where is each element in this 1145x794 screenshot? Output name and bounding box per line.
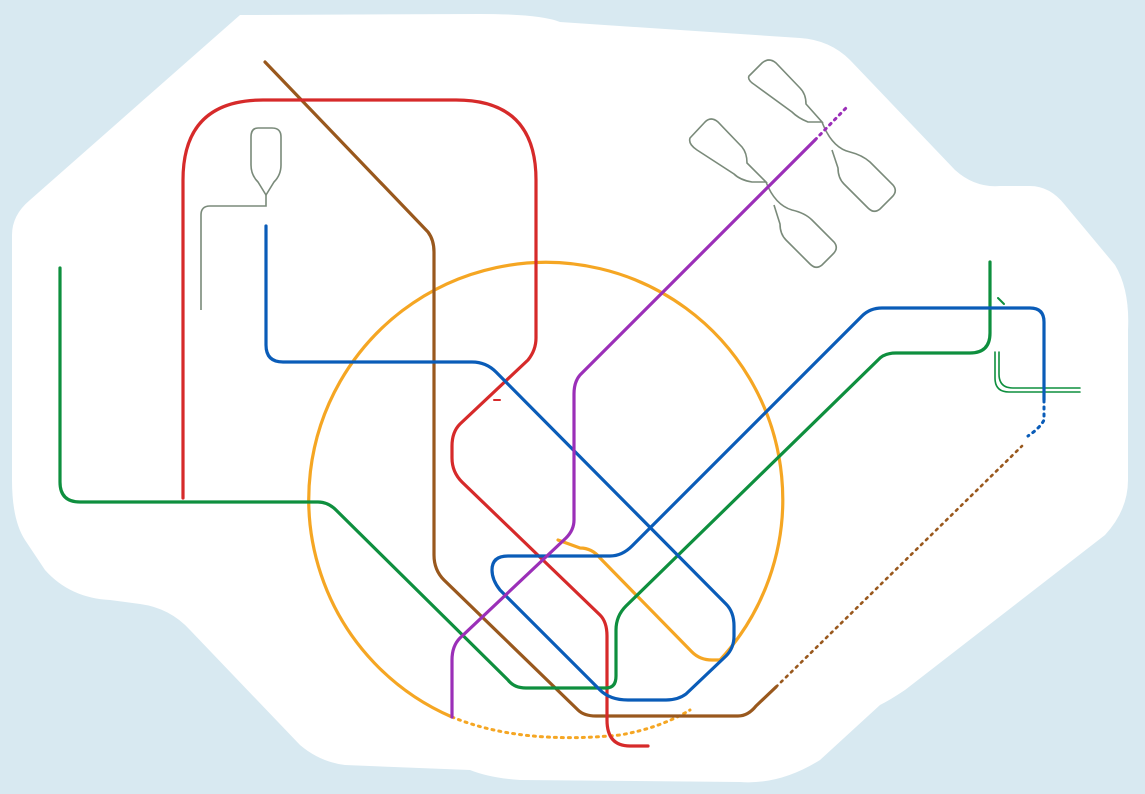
orange-line-extension (556, 538, 722, 662)
brown-line-dotted-segment (774, 444, 1024, 689)
airport-terminals (200, 59, 897, 310)
terminal-2-pier-north (747, 59, 824, 123)
island-landmass (12, 14, 1129, 783)
green-line-stub (997, 297, 1005, 305)
purple-line-dotted-segment (813, 106, 848, 142)
blue-line-gap-mask (648, 506, 664, 522)
blue-line-main (264, 224, 1046, 702)
terminal-1-building (250, 127, 282, 197)
terminal-2-pier-east (821, 121, 897, 213)
terminal-1-connector (200, 195, 267, 310)
orange-line-circle (307, 260, 785, 719)
terminal-3-pier-south (765, 181, 838, 269)
brown-line-main (263, 60, 778, 718)
green-line-dashed-branch-outer (998, 351, 1081, 389)
blue-line-dotted-segment (1026, 398, 1046, 438)
orange-line-dotted-segment (450, 708, 692, 740)
terminal-3-pier-west (688, 118, 768, 183)
purple-line-main (450, 138, 817, 719)
red-line-main (181, 98, 650, 748)
green-line-dashed-branch (994, 351, 1081, 393)
green-line-main (58, 260, 992, 690)
